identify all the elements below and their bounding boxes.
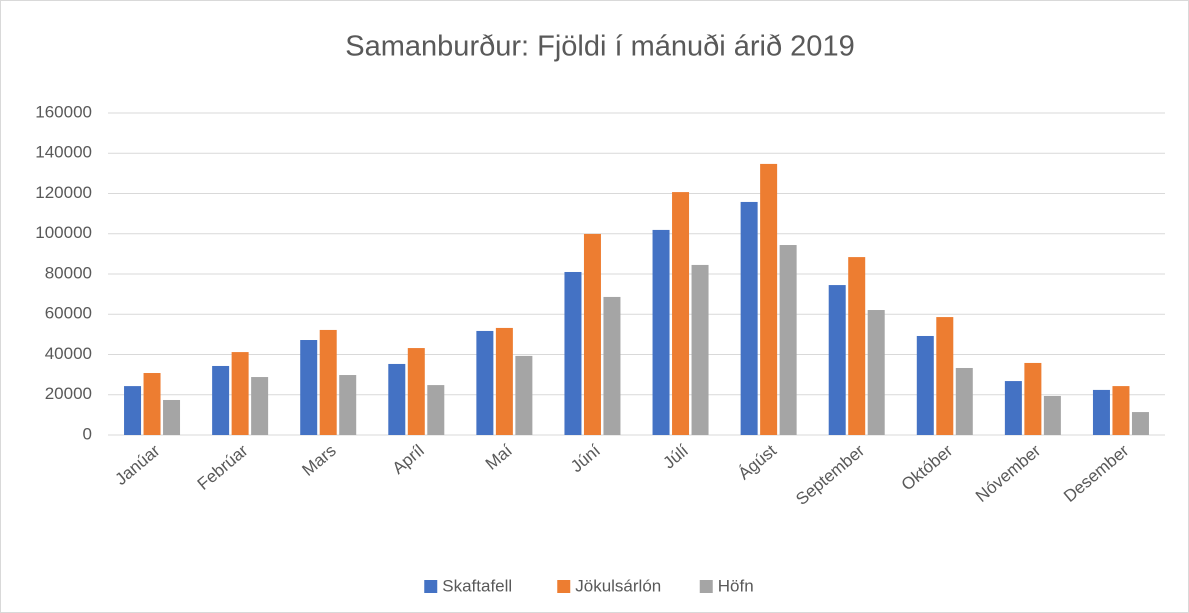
y-tick-label: 120000 (35, 183, 92, 202)
y-tick-label: 80000 (45, 263, 92, 282)
bar (848, 257, 866, 435)
bar (212, 365, 230, 435)
y-tick-label: 160000 (35, 102, 92, 121)
bar (867, 310, 885, 435)
bar (1112, 386, 1130, 435)
bar (603, 296, 621, 435)
bar (124, 386, 142, 435)
bar (1043, 395, 1061, 435)
bar (1092, 389, 1110, 435)
bar (955, 367, 973, 435)
legend-label: Höfn (718, 576, 754, 595)
bar (740, 201, 758, 435)
bar (339, 375, 357, 435)
y-tick-label: 140000 (35, 143, 92, 162)
bar (515, 355, 533, 435)
bar (828, 285, 846, 435)
bar (1004, 381, 1022, 435)
bar (564, 271, 582, 435)
bar (779, 245, 797, 435)
bar (495, 327, 513, 435)
y-tick-label: 60000 (45, 304, 92, 323)
bar (231, 352, 249, 435)
legend-swatch (699, 580, 713, 593)
y-tick-label: 40000 (45, 344, 92, 363)
bar (163, 399, 181, 435)
bar (691, 264, 709, 435)
bar (319, 329, 337, 435)
bar (760, 163, 778, 435)
bar (427, 385, 445, 435)
legend-label: Jökulsárlón (575, 576, 661, 595)
bar (583, 233, 601, 435)
bar (672, 192, 690, 435)
bar (388, 363, 406, 435)
bar (251, 377, 269, 435)
bar (1024, 362, 1042, 435)
y-tick-label: 20000 (45, 384, 92, 403)
bar (300, 340, 318, 435)
legend-swatch (424, 580, 438, 593)
bar (143, 373, 161, 435)
bar (652, 229, 670, 435)
y-tick-label: 0 (83, 424, 92, 443)
legend-label: Skaftafell (442, 576, 512, 595)
bar (936, 317, 954, 435)
bar (916, 335, 934, 435)
bar (476, 330, 494, 435)
bar (407, 348, 425, 435)
chart-title: Samanburður: Fjöldi í mánuði árið 2019 (345, 31, 854, 63)
y-tick-label: 100000 (35, 223, 92, 242)
legend-swatch (557, 580, 571, 593)
bar (1131, 412, 1149, 435)
